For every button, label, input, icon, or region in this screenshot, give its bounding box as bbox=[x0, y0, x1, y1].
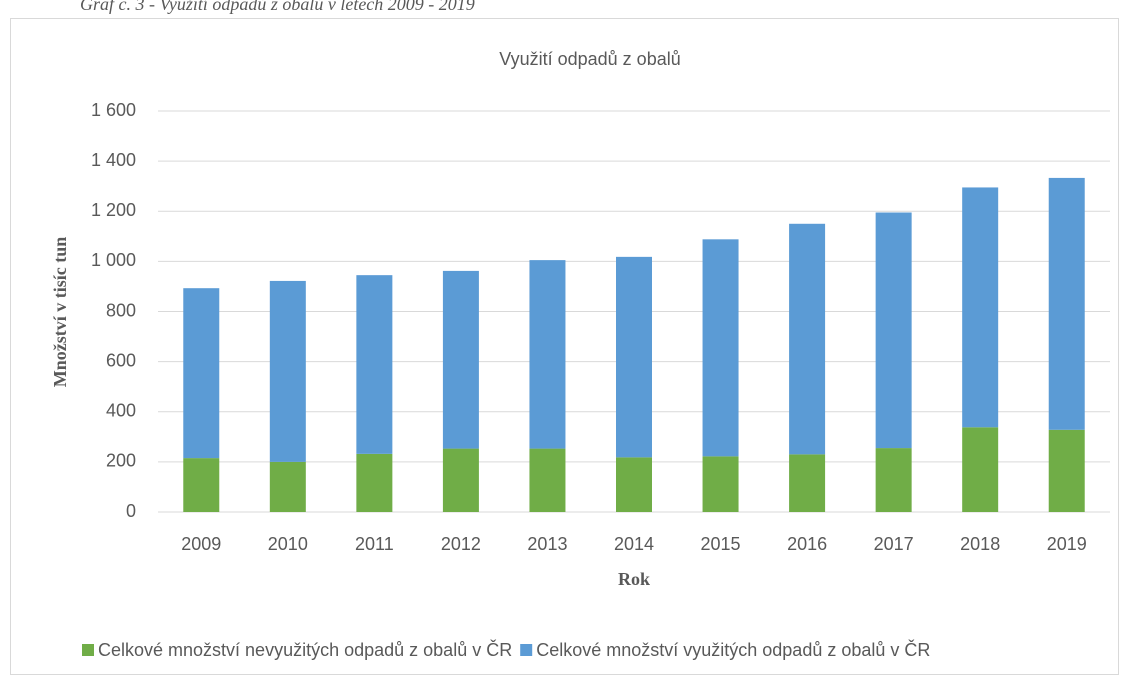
bar-segment bbox=[269, 280, 306, 462]
chart-title: Využití odpadů z obalů bbox=[499, 49, 680, 69]
x-tick-label: 2016 bbox=[787, 534, 827, 554]
bar-segment bbox=[875, 212, 912, 449]
x-axis-label: Rok bbox=[618, 569, 650, 589]
bar-segment bbox=[962, 427, 999, 512]
y-tick-label: 0 bbox=[126, 501, 136, 521]
y-tick-label: 600 bbox=[106, 350, 136, 370]
bar-segment bbox=[183, 458, 220, 512]
bar-segment bbox=[1048, 429, 1085, 512]
legend-label: Celkové množství využitých odpadů z obal… bbox=[536, 639, 930, 660]
bar-segment bbox=[875, 448, 912, 512]
y-tick-label: 1 400 bbox=[91, 150, 136, 170]
x-tick-label: 2019 bbox=[1047, 534, 1087, 554]
x-tick-label: 2013 bbox=[527, 534, 567, 554]
legend-swatch bbox=[520, 644, 533, 656]
bar-segment bbox=[529, 448, 566, 512]
bar-segment bbox=[442, 448, 479, 512]
bar-segment bbox=[962, 187, 999, 428]
y-tick-label: 200 bbox=[106, 451, 136, 471]
bar-segment bbox=[616, 457, 652, 512]
chart-border bbox=[10, 18, 1119, 675]
y-tick-label: 400 bbox=[106, 401, 136, 421]
x-tick-label: 2011 bbox=[355, 534, 394, 554]
bar-segment bbox=[1048, 177, 1085, 430]
x-tick-label: 2017 bbox=[874, 534, 914, 554]
caption: Graf č. 3 - Využití odpadů z obalů v let… bbox=[80, 0, 475, 14]
bar-segment bbox=[356, 275, 393, 454]
legend-swatch bbox=[82, 644, 94, 656]
bar-segment bbox=[789, 223, 826, 455]
bar-segment bbox=[702, 239, 739, 457]
bar-segment bbox=[356, 453, 393, 512]
y-axis-label: Množství v tisíc tun bbox=[50, 237, 70, 388]
x-tick-label: 2018 bbox=[960, 534, 1000, 554]
bar-segment bbox=[269, 461, 306, 512]
x-tick-label: 2010 bbox=[268, 534, 308, 554]
bar-segment bbox=[183, 288, 220, 459]
x-tick-label: 2012 bbox=[441, 534, 481, 554]
x-tick-label: 2014 bbox=[614, 534, 654, 554]
x-tick-label: 2015 bbox=[701, 534, 741, 554]
y-tick-label: 1 200 bbox=[91, 200, 136, 220]
x-tick-label: 2009 bbox=[181, 534, 221, 554]
bar-segment bbox=[529, 260, 566, 449]
bar-segment bbox=[702, 456, 739, 512]
bar-segment bbox=[616, 256, 652, 458]
legend-label: Celkové množství nevyužitých odpadů z ob… bbox=[98, 639, 512, 660]
y-tick-label: 1 600 bbox=[91, 100, 136, 120]
y-tick-label: 1 000 bbox=[91, 250, 136, 270]
bar-segment bbox=[442, 270, 479, 449]
y-tick-label: 800 bbox=[106, 300, 136, 320]
bar-segment bbox=[789, 454, 826, 512]
